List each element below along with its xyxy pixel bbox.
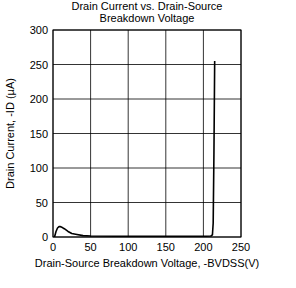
y-tick-label: 250	[30, 59, 48, 71]
grid-line	[53, 133, 241, 134]
plot-area	[55, 61, 215, 237]
chart: Drain Current vs. Drain-SourceBreakdown …	[0, 0, 296, 288]
grid-line	[53, 64, 241, 65]
x-tick-label: 0	[50, 241, 56, 253]
series-line	[55, 61, 215, 237]
grid-line	[53, 168, 241, 169]
y-tick-label: 100	[30, 162, 48, 174]
x-tick-label: 250	[232, 241, 250, 253]
y-tick-label: 0	[42, 231, 48, 243]
y-tick-label: 200	[30, 93, 48, 105]
grid-line	[53, 99, 241, 100]
y-tick-label: 50	[36, 197, 48, 209]
x-tick-label: 100	[119, 241, 137, 253]
x-axis-label: Drain-Source Breakdown Voltage, -BVDSS(V…	[35, 257, 259, 269]
plot-frame	[53, 30, 241, 237]
y-tick-label: 150	[30, 128, 48, 140]
title: Breakdown Voltage	[100, 12, 195, 24]
y-axis-label: Drain Current, -ID (µA)	[4, 78, 16, 189]
x-tick-label: 200	[194, 241, 212, 253]
x-tick-label: 50	[84, 241, 96, 253]
x-tick-label: 150	[157, 241, 175, 253]
title: Drain Current vs. Drain-Source	[72, 0, 223, 12]
y-tick-label: 300	[30, 24, 48, 36]
